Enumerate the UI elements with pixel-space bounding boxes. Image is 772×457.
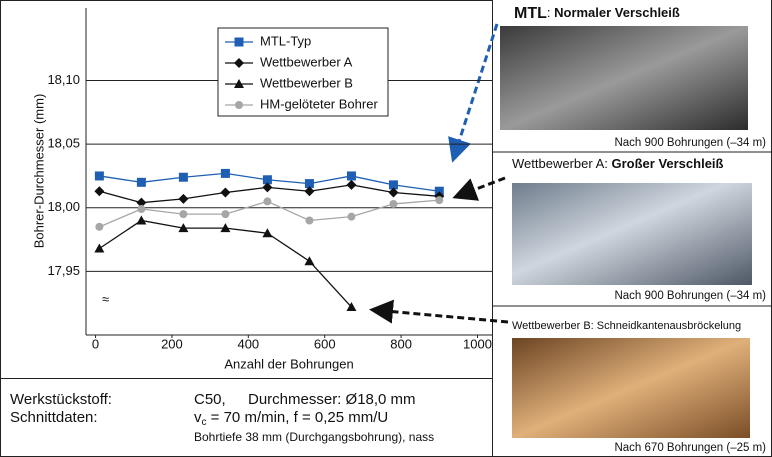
x-axis-label: Anzahl der Bohrungen [224,356,353,371]
marker [346,302,357,312]
marker [220,187,231,198]
marker [220,223,231,233]
axis-break: ≈ [102,291,109,306]
marker [94,243,105,253]
wear: Großer Verschleiß [611,156,723,171]
marker [346,179,357,190]
marker [178,193,189,204]
marker [388,187,399,198]
legend-label: Wettbewerber A [260,54,353,69]
legend-label: MTL-Typ [260,33,311,48]
x-tick-label: 0 [92,336,99,351]
arrow [452,176,506,201]
y-tick-label: 18,00 [47,199,80,214]
photo-caption: Nach 900 Bohrungen (–34 m) [614,137,766,149]
marker [304,186,315,197]
marker [234,79,244,88]
y-axis-label: Bohrer-Durchmesser (mm) [31,94,46,249]
legend-box [217,27,389,117]
marker [435,196,444,205]
marker [235,101,243,109]
marker [179,210,188,219]
marker [94,171,104,181]
photo [500,26,748,130]
marker [137,205,146,214]
spec-v: v [194,409,202,426]
marker [94,186,105,197]
marker [178,223,189,233]
marker [234,37,244,47]
marker [346,171,356,181]
sep: : [547,5,554,20]
marker [388,180,398,190]
marker [304,256,315,266]
y-tick-label: 17,95 [47,263,80,278]
y-tick-label: 18,05 [47,136,80,151]
spec-value: Durchmesser: Ø18,0 mm [248,391,416,408]
marker [234,58,244,68]
marker [95,222,104,231]
x-tick-label: 1000 [463,336,492,351]
arrow [369,299,509,324]
x-tick-label: 400 [237,336,259,351]
x-tick-label: 800 [390,336,412,351]
marker [262,175,272,185]
photo-heading: Wettbewerber A: Großer Verschleiß [512,156,724,171]
marker [136,215,147,225]
marker [262,228,273,238]
spec-value: vc = 70 m/min, f = 0,25 mm/U [194,409,388,428]
photo-heading: Wettbewerber B: Schneidkantenausbröckelu… [512,320,741,332]
spec-label: Werkstückstoff: [10,391,112,408]
spec-rest: = 70 m/min, f = 0,25 mm/U [207,409,389,426]
spec-value: C50, [194,391,226,408]
photo-caption: Nach 900 Bohrungen (–34 m) [614,290,766,302]
marker [136,177,146,187]
photo-caption: Nach 670 Bohrungen (–25 m) [614,442,766,454]
photo-heading: MTL: Normaler Verschleiß [514,5,680,22]
marker [434,186,444,196]
marker [389,199,398,208]
spec-note: Bohrtiefe 38 mm (Durchgangsbohrung), nas… [194,430,434,444]
marker [220,168,230,178]
marker [178,172,188,182]
series-line [99,219,352,308]
x-tick-label: 200 [161,336,183,351]
spec-label: Schnittdaten: [10,409,98,426]
arrow [448,23,499,163]
y-tick-label: 18,10 [47,72,80,87]
legend-label: Wettbewerber B [260,75,353,90]
x-tick-label: 600 [314,336,336,351]
photo [512,338,750,438]
marker [263,197,272,206]
brand: MTL [514,5,547,22]
spec-sub: c [202,417,207,428]
marker [305,216,314,225]
marker [262,182,273,193]
legend-label: HM-gelöteter Bohrer [260,96,378,111]
marker [221,210,230,219]
marker [304,179,314,189]
marker [136,197,147,208]
competitor: Wettbewerber A: [512,156,611,171]
wear: Normaler Verschleiß [554,5,680,20]
photo [512,183,752,285]
marker [347,212,356,221]
